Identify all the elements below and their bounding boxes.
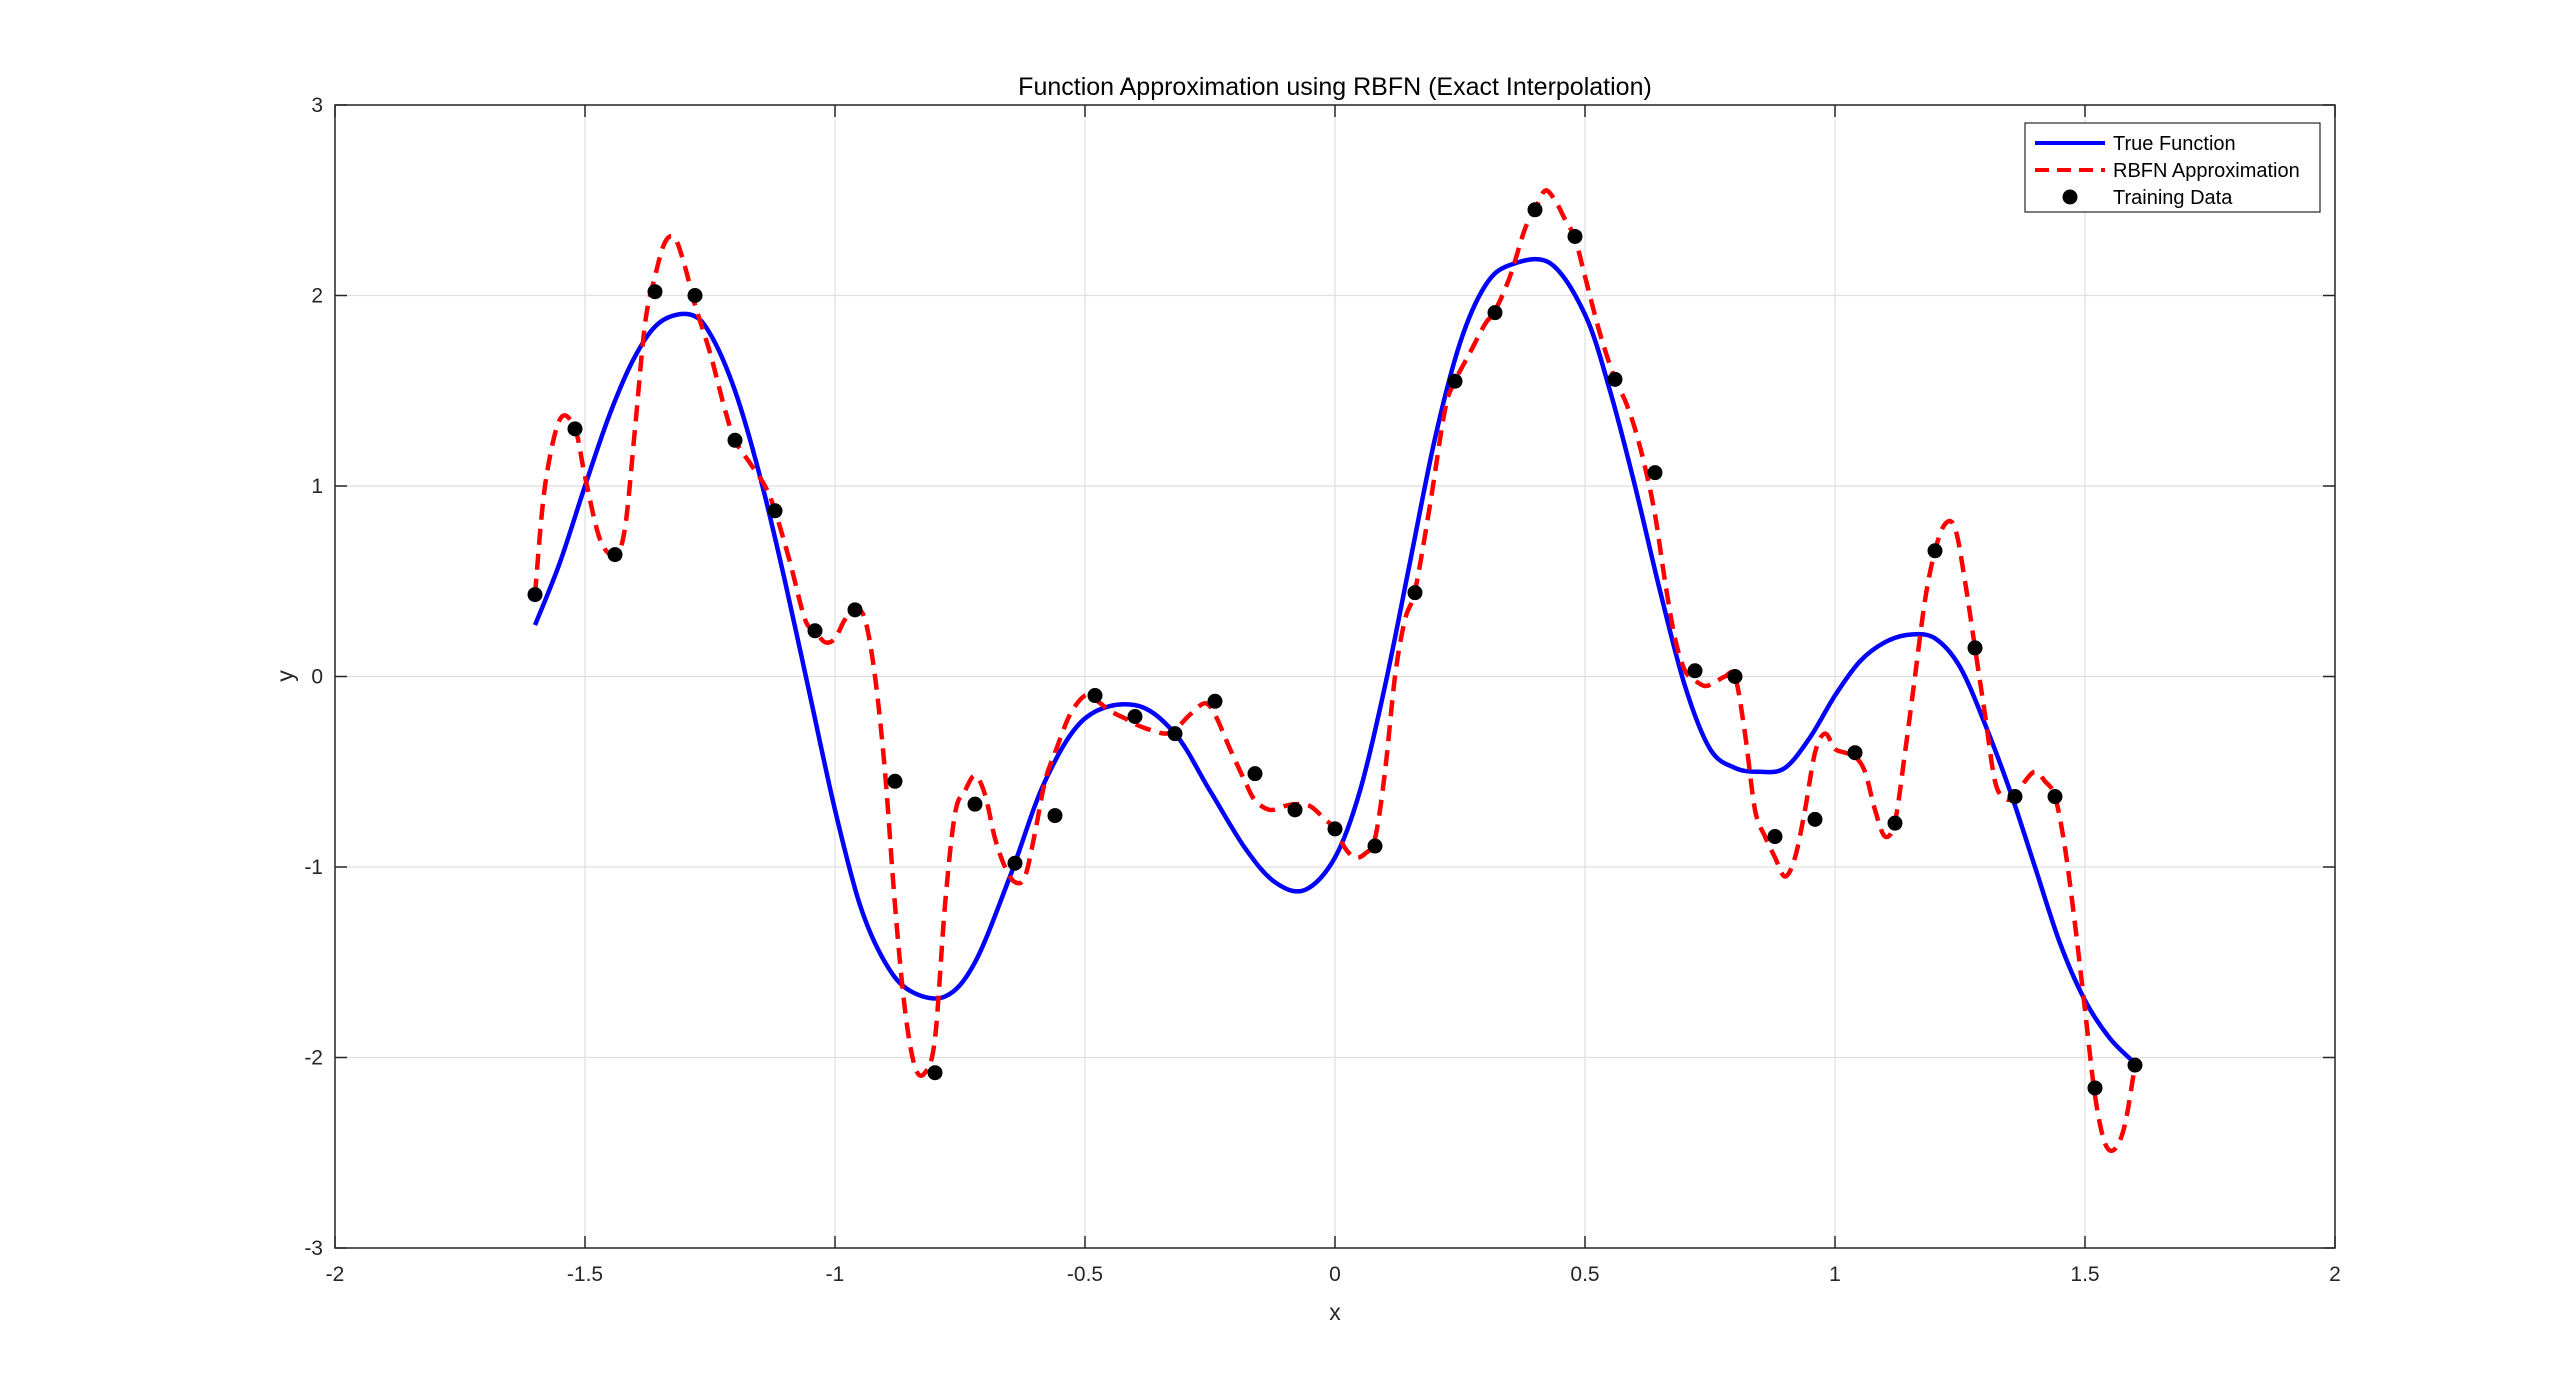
training-data-point — [967, 796, 983, 812]
training-data-point — [527, 587, 543, 603]
training-data-point — [1687, 663, 1703, 679]
legend: True Function RBFN Approximation Trainin… — [2024, 122, 2321, 213]
training-data-point — [1167, 726, 1183, 742]
y-tick-label: -1 — [304, 856, 323, 879]
series-line-true-function — [532, 256, 2137, 1065]
training-data-point — [847, 602, 863, 618]
training-data-point — [1847, 745, 1863, 761]
y-tick-label: 2 — [311, 285, 323, 308]
training-data-point — [2007, 789, 2023, 805]
training-data-point — [1767, 829, 1783, 845]
training-data-point — [2087, 1080, 2103, 1096]
training-data-point — [687, 288, 703, 303]
training-data-point — [647, 284, 663, 300]
training-data-point — [1807, 811, 1823, 827]
training-data-point — [1607, 371, 1623, 387]
training-data-point — [607, 547, 623, 563]
training-data-point — [887, 773, 903, 789]
y-tick-label: 0 — [311, 666, 323, 689]
x-tick-label: 0.5 — [1570, 1263, 1599, 1286]
series — [527, 188, 2143, 1154]
training-data-point — [1967, 640, 1983, 656]
training-data-point — [1127, 709, 1143, 725]
y-tick-label: 3 — [311, 94, 323, 117]
training-data-point — [1287, 802, 1303, 818]
x-tick-label: 1.5 — [2070, 1263, 2099, 1286]
training-data-point — [1527, 202, 1543, 218]
training-data-point — [927, 1065, 943, 1081]
training-data-point — [1447, 373, 1463, 389]
y-tick-label: -3 — [304, 1237, 323, 1260]
training-data-point — [1047, 808, 1063, 824]
training-data-point — [807, 623, 823, 639]
y-axis-title: y — [272, 670, 298, 682]
training-data-point — [1887, 815, 1903, 831]
x-tick-label: -1 — [826, 1263, 845, 1286]
y-tick-label: -2 — [304, 1047, 323, 1070]
y-tick-label: 1 — [311, 475, 323, 498]
training-data-point — [1247, 766, 1263, 782]
training-data-point — [1727, 669, 1743, 684]
legend-label-training-data: Training Data — [2113, 187, 2233, 209]
training-data-point — [727, 432, 743, 448]
training-data-point — [767, 503, 783, 519]
training-data-point — [1367, 838, 1383, 854]
chart-title: Function Approximation using RBFN (Exact… — [1018, 73, 1652, 101]
x-tick-label: 2 — [2329, 1263, 2341, 1286]
x-tick-label: 0 — [1329, 1263, 1341, 1286]
training-data-point — [1567, 228, 1583, 244]
training-data-point — [1647, 465, 1663, 481]
training-data-point — [2047, 789, 2063, 805]
training-data-point — [2127, 1057, 2143, 1073]
training-data-point — [1407, 585, 1423, 601]
training-data-point — [1927, 543, 1943, 559]
training-data-point — [1487, 305, 1503, 321]
training-data-point — [1007, 855, 1023, 871]
plot-box — [334, 104, 2336, 1249]
series-line-rbfn-approximation — [532, 188, 2138, 1154]
training-data-point — [567, 421, 583, 437]
training-data-point — [1327, 821, 1343, 837]
legend-swatch-training-data — [2062, 189, 2078, 205]
x-tick-label: -1.5 — [567, 1263, 603, 1286]
x-tick-label: -0.5 — [1067, 1263, 1103, 1286]
x-tick-label: -2 — [326, 1263, 345, 1286]
training-data-point — [1207, 693, 1223, 709]
x-axis-title: x — [1329, 1299, 1341, 1325]
training-data-point — [1087, 688, 1103, 704]
legend-label-rbfn-approximation: RBFN Approximation — [2113, 160, 2300, 182]
x-tick-label: 1 — [1829, 1263, 1841, 1286]
legend-label-true-function: True Function — [2113, 133, 2236, 155]
